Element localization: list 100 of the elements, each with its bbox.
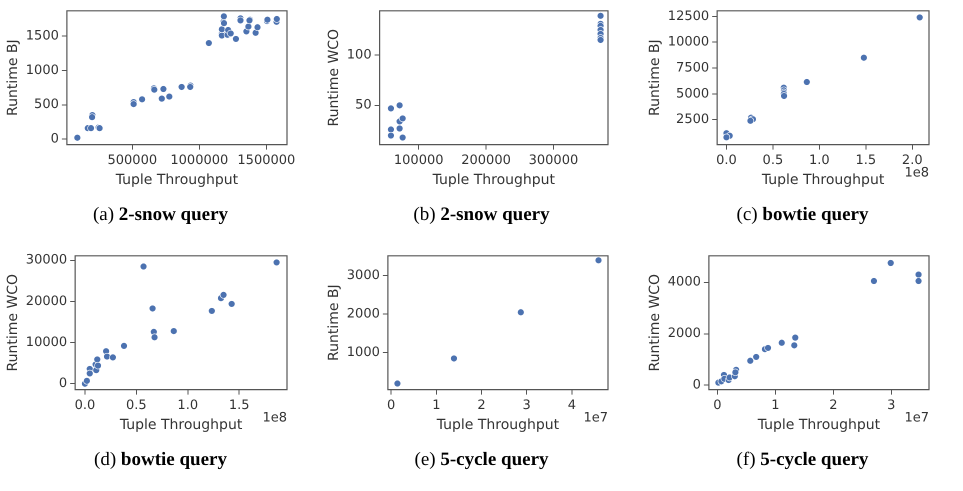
text: (d) bowtie query [93,449,228,471]
x-tick-label: 0.0 [716,152,737,168]
x-axis-title: Tuple Throughput [118,417,243,434]
point [732,368,740,376]
point [120,342,128,350]
x-tick-label: 4 [568,398,576,413]
point [148,304,156,312]
text: 1e8 [904,165,929,180]
x-tick-label: 1.5 [228,398,250,413]
point [83,377,91,385]
text: (f) 5-cycle query [736,449,870,471]
point [394,380,402,388]
y-axis-title: Runtime WCO [5,274,22,372]
point [870,277,878,285]
point [914,277,922,285]
x-tick-label: 0 [713,398,722,413]
point [273,15,281,23]
y-tick-label: 50 [355,98,372,113]
y-tick-label: 0 [50,131,59,146]
point [150,334,158,341]
x-tick-label: 1.5 [855,152,876,168]
point [594,256,602,264]
y-axis-title: Runtime BJ [326,284,342,362]
y-tick-label: 1500 [26,28,59,44]
point [272,258,280,266]
point [752,353,760,361]
x-tick-label: 2.0 [902,152,923,168]
point [860,54,868,62]
text: (e) 5-cycle query [414,449,550,471]
y-tick-label: 0 [692,378,701,393]
point [140,262,148,270]
point [254,24,262,31]
point [74,134,82,142]
y-tick-label: 10000 [668,34,710,50]
point [398,114,406,122]
point [232,35,240,43]
x-tick-label: 0.5 [762,152,784,168]
point [387,126,395,134]
point [227,30,234,38]
text: 1e8 [262,410,287,426]
point [914,270,922,278]
x-tick-label: 3 [887,398,896,413]
point [166,92,173,100]
x-tick-label: 500000 [107,152,158,168]
point [86,370,94,378]
x-tick-label: 1500000 [237,152,296,168]
point [916,14,924,22]
x-tick-label: 1 [432,398,440,413]
point [170,327,178,335]
y-tick-label: 1000 [346,345,380,360]
text: 1e7 [904,410,929,426]
x-axis-title: Tuple Throughput [756,417,881,434]
x-tick-label: 2 [829,398,838,413]
point [792,334,799,342]
point [396,102,404,110]
point [450,354,458,362]
x-tick-label: 0.0 [74,398,96,413]
x-tick-label: 1 [771,398,780,413]
point [778,339,786,346]
y-tick-label: 2500 [676,112,710,128]
x-tick-label: 3 [522,398,531,413]
y-tick-label: 30000 [26,252,68,268]
y-tick-label: 10000 [26,334,68,350]
point [87,124,95,132]
point [103,352,111,360]
y-axis-title: Runtime BJ [5,39,22,116]
point [803,78,811,86]
x-tick-label: 1.0 [809,152,830,168]
point [220,291,228,299]
point [517,308,525,316]
point [178,83,186,91]
y-axis-title: Runtime WCO [326,28,342,126]
point [220,12,228,20]
x-tick-label: 1000000 [170,152,228,168]
point [228,300,236,308]
x-tick-label: 0.5 [126,398,147,413]
y-tick-label: 12500 [668,8,710,24]
point [396,124,404,132]
point [160,85,168,93]
point [387,132,395,140]
x-axis-title: Tuple Throughput [436,417,560,434]
point [722,134,730,142]
y-tick-label: 5000 [676,86,710,102]
x-axis-title: Tuple Throughput [432,172,556,188]
x-tick-label: 1.0 [177,398,198,413]
text: 1e7 [583,410,608,426]
y-tick-label: 100 [346,47,372,62]
y-tick-label: 3000 [346,268,380,284]
x-tick-label: 2 [477,398,486,413]
y-tick-label: 4000 [668,274,701,290]
x-tick-label: 100000 [394,152,444,168]
text: (b) 2-snow query [412,204,551,226]
point [158,94,166,102]
point [94,356,101,364]
point [596,12,604,20]
y-tick-label: 2000 [346,306,380,322]
y-tick-label: 7500 [676,60,710,76]
text: (a) 2-snow query [92,204,230,226]
point [138,96,146,104]
point [398,134,406,142]
